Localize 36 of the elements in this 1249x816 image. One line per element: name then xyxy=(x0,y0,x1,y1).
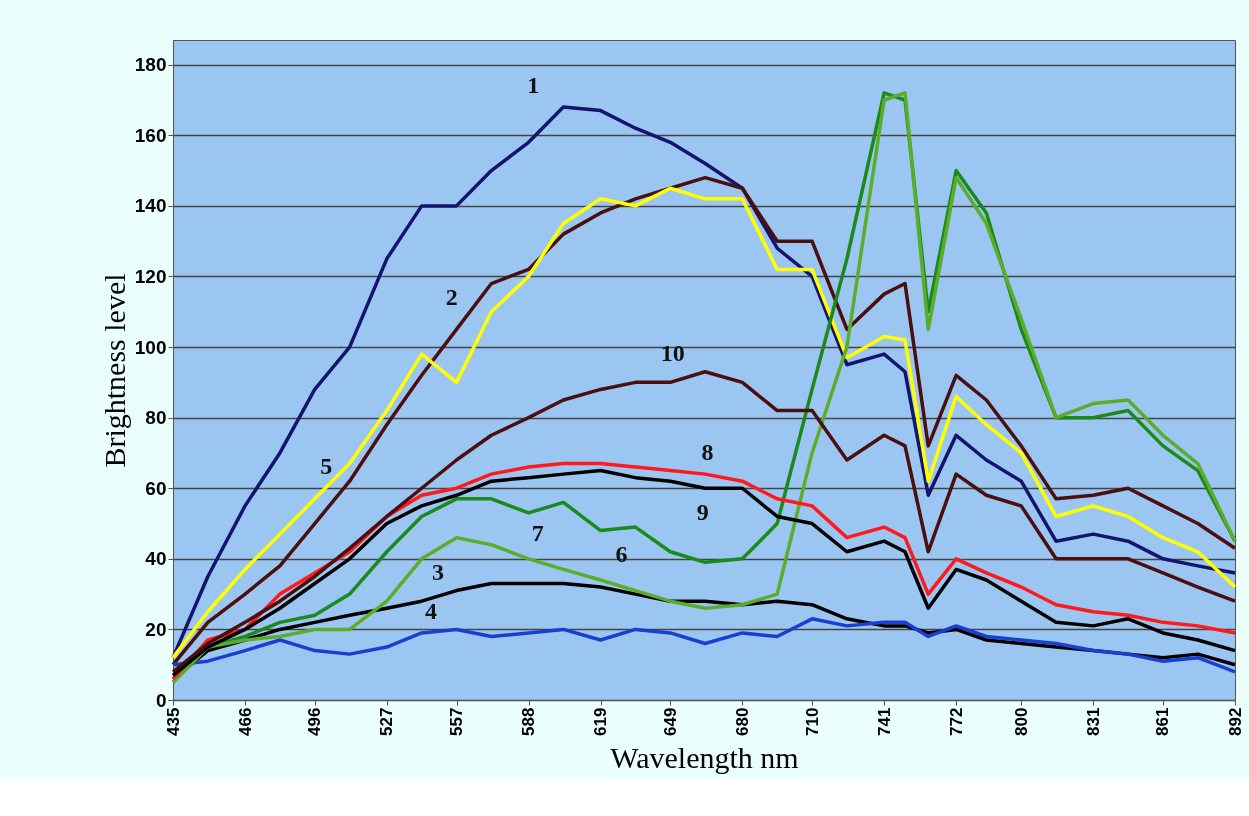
x-tick-label: 466 xyxy=(235,707,255,736)
y-tick-label: 140 xyxy=(134,195,167,217)
x-tick-label: 527 xyxy=(377,707,397,736)
series-label: 3 xyxy=(431,558,444,585)
x-tick-label: 772 xyxy=(946,707,966,736)
y-tick-label: 20 xyxy=(145,618,167,640)
x-tick-label: 800 xyxy=(1011,707,1031,736)
x-tick-label: 557 xyxy=(447,707,467,736)
x-tick-label: 710 xyxy=(802,707,822,736)
series-label: 9 xyxy=(696,498,709,525)
y-tick-label: 120 xyxy=(134,265,167,287)
y-tick-label: 80 xyxy=(145,407,167,429)
x-tick-label: 680 xyxy=(732,707,752,736)
series-label: 2 xyxy=(445,283,458,310)
y-tick-label: 100 xyxy=(134,336,167,358)
x-tick-label: 861 xyxy=(1153,707,1173,736)
x-tick-label: 649 xyxy=(660,707,680,736)
y-tick-label: 40 xyxy=(145,548,167,570)
x-tick-label: 588 xyxy=(519,707,539,736)
series-label: 10 xyxy=(660,340,685,367)
y-tick-label: 160 xyxy=(134,124,167,146)
y-axis-title: Brightness level xyxy=(97,273,131,468)
x-tick-label: 496 xyxy=(305,707,325,736)
series-label: 8 xyxy=(701,438,714,465)
series-label: 4 xyxy=(424,597,437,624)
y-tick-label: 180 xyxy=(134,54,167,76)
y-tick-label: 60 xyxy=(145,477,167,499)
x-tick-label: 741 xyxy=(874,707,894,736)
x-tick-label: 892 xyxy=(1225,707,1245,736)
series-label: 7 xyxy=(531,520,544,547)
line-series xyxy=(171,617,1237,674)
series-label: 5 xyxy=(320,453,333,480)
series-label: 1 xyxy=(527,71,540,98)
x-tick-label: 831 xyxy=(1083,707,1103,736)
x-tick-label: 619 xyxy=(591,707,611,736)
x-axis-title: Wavelength nm xyxy=(610,740,799,774)
